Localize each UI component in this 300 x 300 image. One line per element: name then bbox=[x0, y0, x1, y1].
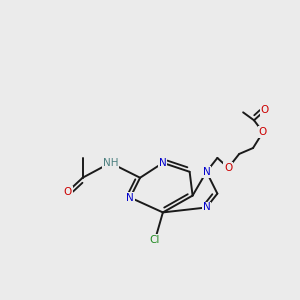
Text: N: N bbox=[202, 167, 210, 177]
Text: O: O bbox=[261, 105, 269, 116]
Text: N: N bbox=[202, 202, 210, 212]
Text: O: O bbox=[259, 127, 267, 137]
Text: N: N bbox=[126, 193, 134, 202]
Text: Cl: Cl bbox=[150, 235, 160, 245]
Text: N: N bbox=[159, 158, 167, 168]
Text: O: O bbox=[64, 187, 72, 196]
Text: O: O bbox=[224, 163, 232, 173]
Text: NH: NH bbox=[103, 158, 118, 168]
